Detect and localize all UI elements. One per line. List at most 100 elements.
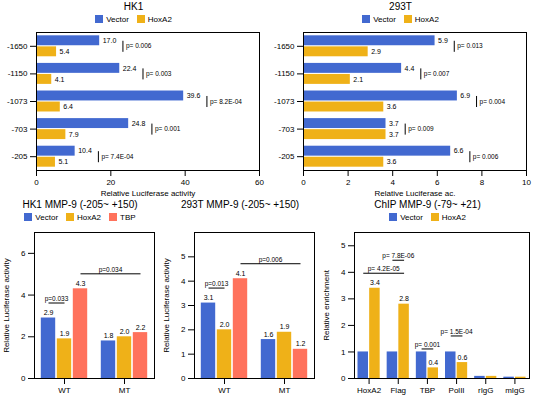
svg-text:2.1: 2.1 (353, 76, 363, 83)
svg-text:MT: MT (279, 386, 291, 395)
svg-text:6: 6 (435, 178, 440, 187)
svg-text:2.8: 2.8 (399, 295, 409, 302)
svg-text:6: 6 (21, 249, 26, 258)
svg-text:Relative Luciferase activity: Relative Luciferase activity (2, 258, 11, 353)
svg-text:6.9: 6.9 (460, 92, 470, 99)
svg-text:p=0.013: p=0.013 (205, 280, 229, 288)
svg-text:2: 2 (346, 178, 351, 187)
svg-text:3.7: 3.7 (389, 120, 399, 127)
svg-text:0.6: 0.6 (458, 354, 468, 361)
svg-text:MT: MT (119, 386, 131, 395)
svg-text:WT: WT (58, 386, 71, 395)
svg-text:5.1: 5.1 (58, 158, 68, 165)
svg-text:39.6: 39.6 (187, 92, 201, 99)
svg-text:0.4: 0.4 (428, 359, 438, 366)
svg-text:60: 60 (255, 178, 264, 187)
svg-text:8: 8 (480, 178, 485, 187)
svg-text:p= 0.007: p= 0.007 (424, 70, 450, 78)
svg-text:1: 1 (341, 348, 346, 357)
svg-text:p= 0.009: p= 0.009 (408, 125, 434, 133)
svg-text:TBP: TBP (420, 386, 436, 395)
svg-text:HoxA2: HoxA2 (357, 386, 382, 395)
svg-text:3.7: 3.7 (389, 131, 399, 138)
svg-text:p= 8.2E-04: p= 8.2E-04 (210, 98, 242, 106)
svg-text:0: 0 (34, 178, 39, 187)
svg-text:5: 5 (181, 252, 186, 261)
svg-text:10.4: 10.4 (78, 147, 92, 154)
svg-text:-703: -703 (11, 125, 28, 134)
svg-text:3.6: 3.6 (387, 103, 397, 110)
svg-text:p= 0.006: p= 0.006 (473, 153, 499, 161)
svg-text:Flag: Flag (390, 386, 406, 395)
svg-text:3.6: 3.6 (387, 158, 397, 165)
svg-text:40: 40 (181, 178, 190, 187)
svg-text:5: 5 (341, 241, 346, 250)
svg-text:p= 0.004: p= 0.004 (480, 98, 506, 106)
svg-text:2: 2 (341, 321, 346, 330)
svg-text:2.9: 2.9 (371, 48, 381, 55)
svg-text:p= 7.4E-04: p= 7.4E-04 (101, 153, 133, 161)
svg-text:1.8: 1.8 (104, 332, 114, 339)
svg-text:4.4: 4.4 (405, 65, 415, 72)
svg-text:4: 4 (390, 178, 395, 187)
svg-text:p= 4.2E-05: p= 4.2E-05 (368, 265, 400, 273)
svg-text:-1150: -1150 (275, 69, 295, 78)
svg-text:WT: WT (218, 386, 231, 395)
svg-text:2: 2 (181, 325, 186, 334)
svg-text:24.8: 24.8 (132, 120, 146, 127)
svg-text:rIgG: rIgG (478, 386, 494, 395)
svg-text:5.4: 5.4 (60, 48, 70, 55)
svg-text:PolII: PolII (449, 386, 465, 395)
svg-text:1.9: 1.9 (60, 330, 70, 337)
svg-text:Relative Luciferase activity: Relative Luciferase activity (101, 189, 196, 198)
svg-text:2: 2 (21, 332, 26, 341)
svg-text:20: 20 (106, 178, 115, 187)
svg-text:4: 4 (181, 277, 186, 286)
svg-text:0: 0 (341, 374, 346, 383)
svg-text:-703: -703 (278, 125, 295, 134)
svg-text:-1073: -1073 (7, 97, 28, 106)
svg-text:-1650: -1650 (274, 42, 295, 51)
svg-text:-1073: -1073 (274, 97, 295, 106)
svg-text:0: 0 (21, 374, 26, 383)
svg-text:1.2: 1.2 (296, 340, 306, 347)
svg-text:3: 3 (181, 301, 186, 310)
svg-text:Relative enrichment: Relative enrichment (322, 269, 331, 340)
svg-text:-1650: -1650 (7, 42, 28, 51)
svg-text:0: 0 (181, 374, 186, 383)
svg-text:p= 1.5E-04: p= 1.5E-04 (441, 328, 473, 336)
svg-text:10: 10 (522, 178, 531, 187)
svg-text:p=0.033: p=0.033 (45, 295, 69, 303)
svg-text:1: 1 (181, 350, 186, 359)
svg-text:Relative Luciferase ac.: Relative Luciferase ac. (375, 189, 456, 198)
svg-text:3.4: 3.4 (370, 279, 380, 286)
svg-text:Relative Luciferase activity: Relative Luciferase activity (162, 258, 171, 353)
svg-text:p=0.034: p=0.034 (99, 266, 123, 274)
svg-text:-205: -205 (278, 152, 295, 161)
svg-text:17.0: 17.0 (103, 37, 117, 44)
svg-text:4.3: 4.3 (76, 280, 86, 287)
svg-text:p= 0.013: p= 0.013 (457, 42, 483, 50)
svg-text:2.0: 2.0 (220, 321, 230, 328)
svg-text:2.9: 2.9 (44, 309, 54, 316)
svg-text:1.9: 1.9 (280, 323, 290, 330)
svg-text:p= 7.8E-06: p= 7.8E-06 (382, 252, 414, 260)
svg-text:-205: -205 (11, 152, 28, 161)
svg-text:p= 0.006: p= 0.006 (126, 42, 152, 50)
svg-text:4: 4 (21, 291, 26, 300)
svg-text:0: 0 (301, 178, 306, 187)
svg-text:p= 0.003: p= 0.003 (146, 70, 172, 78)
svg-text:5.9: 5.9 (438, 37, 448, 44)
svg-text:-1150: -1150 (8, 69, 28, 78)
svg-text:p=0.006: p=0.006 (259, 256, 283, 264)
svg-text:1.6: 1.6 (264, 331, 274, 338)
svg-text:p= 0.001: p= 0.001 (415, 341, 441, 349)
svg-text:3: 3 (341, 294, 346, 303)
svg-text:mIgG: mIgG (505, 386, 525, 395)
svg-text:4.1: 4.1 (55, 76, 65, 83)
svg-text:22.4: 22.4 (123, 65, 137, 72)
svg-text:2.2: 2.2 (136, 324, 146, 331)
svg-text:2.0: 2.0 (120, 328, 130, 335)
svg-text:6.4: 6.4 (63, 103, 73, 110)
svg-text:4.1: 4.1 (236, 270, 246, 277)
